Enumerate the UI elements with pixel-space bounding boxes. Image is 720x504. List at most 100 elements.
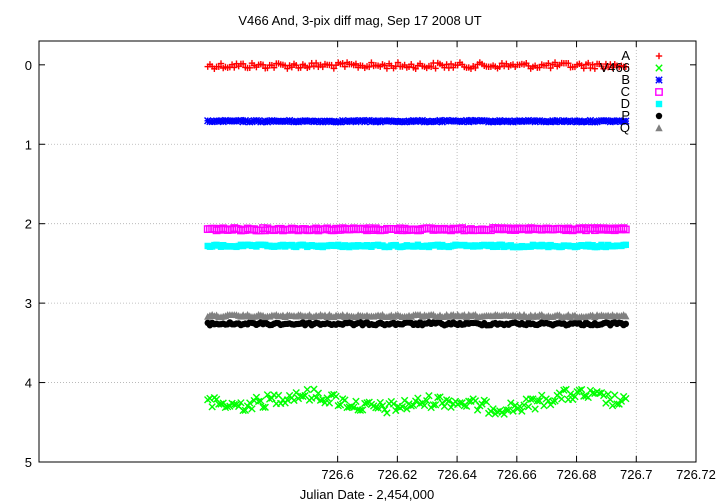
data-point — [551, 397, 559, 405]
data-point — [456, 399, 464, 407]
data-point — [580, 65, 587, 72]
data-point — [617, 397, 626, 405]
data-point — [416, 400, 424, 408]
data-point — [489, 405, 497, 413]
chart-title: V466 And, 3-pix diff mag, Sep 17 2008 UT — [238, 13, 481, 28]
data-point — [533, 397, 542, 405]
data-point — [392, 406, 400, 415]
data-point — [350, 403, 358, 411]
data-point — [259, 403, 267, 411]
data-point — [297, 64, 304, 71]
series-a — [204, 59, 630, 72]
data-point — [617, 225, 626, 234]
data-point — [591, 65, 599, 72]
data-point — [580, 392, 588, 400]
data-point — [283, 396, 292, 404]
data-point — [473, 406, 482, 414]
data-point — [442, 396, 451, 404]
data-point — [600, 391, 608, 400]
data-point — [263, 391, 272, 399]
data-point — [622, 117, 630, 125]
data-point — [588, 389, 597, 397]
data-point — [431, 401, 440, 409]
data-point — [208, 403, 216, 411]
data-point — [256, 226, 265, 235]
series-q — [204, 310, 630, 321]
data-point — [545, 60, 552, 67]
legend-marker — [655, 64, 663, 72]
data-point — [334, 401, 342, 410]
data-point — [306, 63, 313, 71]
data-point — [316, 396, 325, 405]
data-point — [571, 393, 579, 401]
y-tick-label: 4 — [25, 376, 32, 391]
data-point — [420, 401, 429, 410]
data-point — [366, 63, 373, 71]
data-point — [613, 400, 621, 408]
data-point — [339, 60, 346, 67]
data-point — [589, 61, 596, 68]
y-tick-label: 0 — [25, 58, 32, 73]
x-tick-label: 726.6 — [321, 467, 354, 482]
data-point — [502, 406, 511, 414]
y-tick-label: 2 — [25, 217, 32, 232]
data-point — [327, 391, 336, 399]
legend-marker — [655, 100, 663, 108]
data-point — [290, 396, 298, 405]
data-point — [622, 320, 630, 328]
data-point — [504, 406, 513, 414]
data-point — [325, 399, 334, 407]
data-point — [381, 405, 389, 414]
legend-label: D — [621, 96, 630, 111]
data-point — [515, 402, 524, 411]
data-point — [465, 397, 473, 405]
data-point — [520, 401, 528, 409]
data-point — [383, 65, 391, 72]
legend-label: C — [621, 84, 630, 99]
legend-marker — [655, 124, 663, 132]
data-point — [319, 395, 327, 404]
data-point — [246, 64, 253, 72]
data-point — [312, 393, 320, 402]
data-point — [223, 403, 232, 411]
data-point — [259, 61, 267, 68]
data-point — [507, 399, 515, 407]
data-point — [312, 59, 320, 67]
data-point — [330, 65, 338, 72]
data-point — [299, 392, 307, 401]
data-point — [600, 65, 607, 72]
data-point — [575, 386, 584, 395]
data-point — [622, 241, 630, 249]
data-point — [529, 395, 537, 403]
data-point — [237, 399, 245, 407]
data-point — [566, 390, 575, 398]
data-point — [403, 405, 411, 413]
data-point — [363, 399, 371, 407]
legend-label: P — [621, 108, 630, 123]
data-point — [604, 390, 612, 398]
axis-ticks: 726.6 726.62 726.64 726.66 726.68 726.7 726.72… — [25, 41, 716, 482]
data-point — [551, 59, 559, 66]
data-point — [447, 403, 455, 411]
data-point — [303, 385, 311, 394]
y-tick-label: 5 — [25, 455, 32, 470]
data-point — [230, 400, 238, 409]
data-point — [239, 60, 247, 67]
data-point — [314, 389, 323, 397]
data-point — [531, 405, 539, 413]
data-point — [622, 394, 630, 403]
grid — [39, 41, 697, 462]
data-point — [577, 385, 586, 394]
data-point — [527, 395, 535, 403]
data-point — [270, 64, 278, 71]
data-point — [440, 402, 449, 411]
data-point — [608, 401, 617, 410]
series-v466 — [204, 385, 630, 418]
data-point — [621, 225, 630, 234]
data-point — [565, 60, 572, 67]
data-point — [288, 64, 295, 71]
data-point — [389, 400, 398, 408]
data-point — [383, 409, 391, 417]
